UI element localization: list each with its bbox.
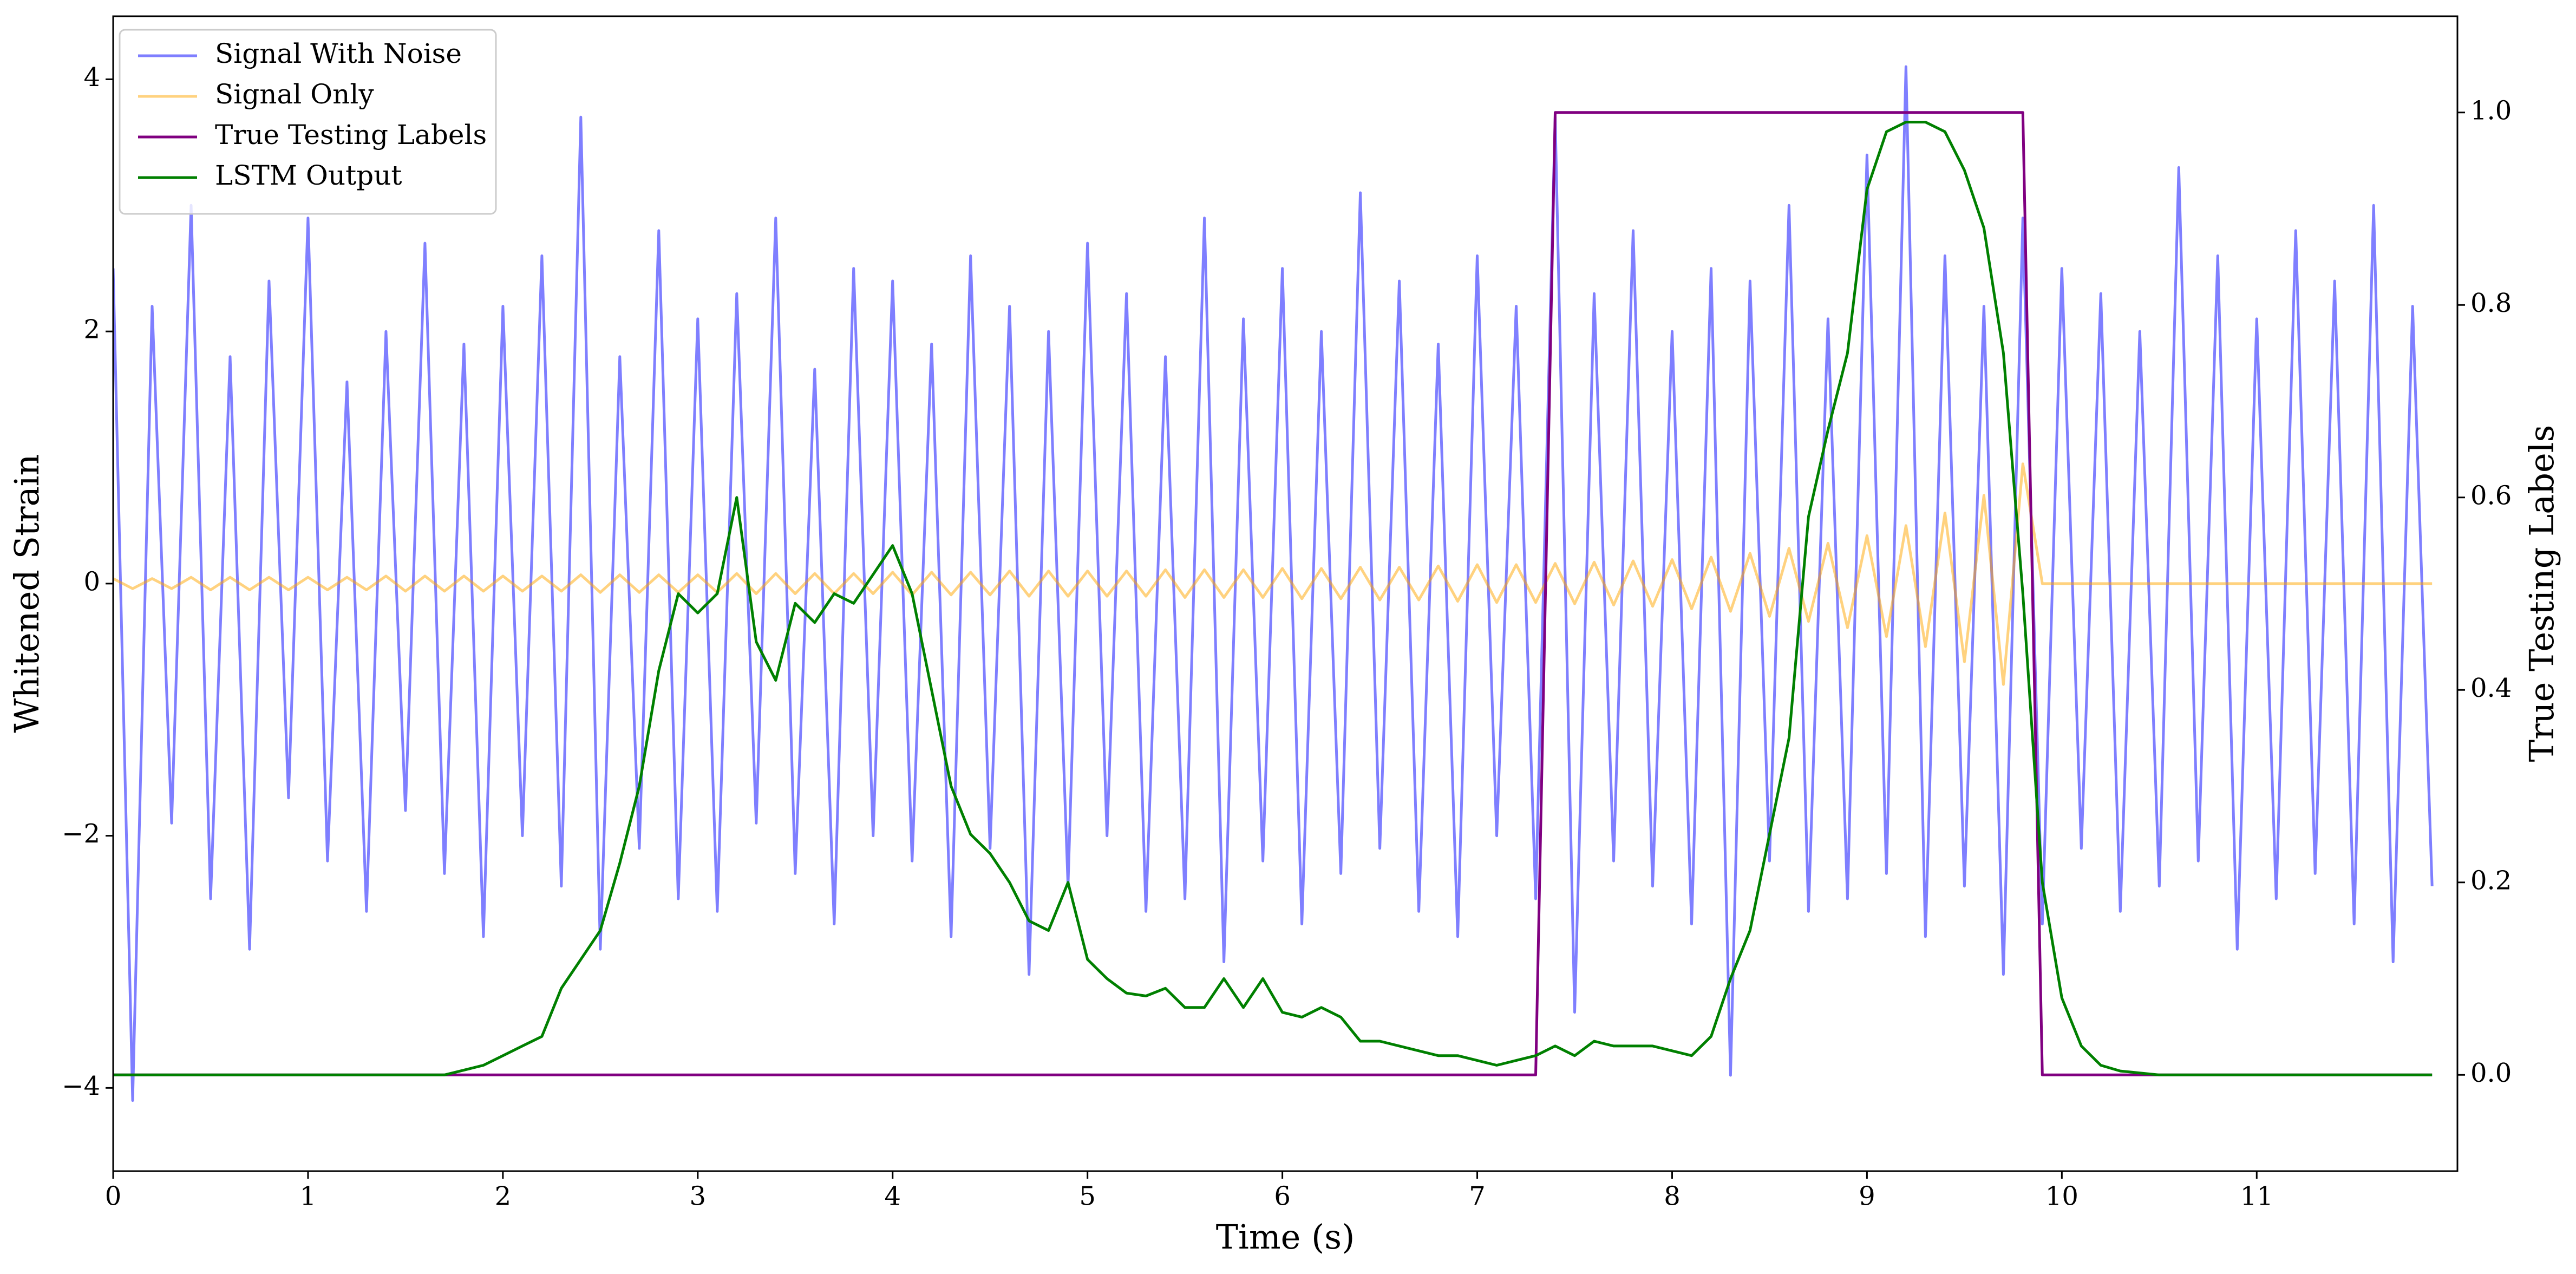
x-tick-label: 10	[2045, 1181, 2078, 1212]
y-tick-label: 0	[83, 566, 100, 597]
x-tick-label: 9	[1859, 1181, 1875, 1212]
legend-box	[119, 29, 497, 215]
x-tick-label: 6	[1274, 1181, 1291, 1212]
y-tick-label: −2	[62, 819, 100, 849]
legend-label: True Testing Labels	[215, 119, 487, 151]
x-tick-label: 3	[690, 1181, 707, 1212]
plot-area	[113, 65, 2434, 1102]
y-tick-label: 4	[83, 62, 100, 93]
y2-tick-label: 0.6	[2470, 480, 2512, 511]
x-tick-label: 5	[1079, 1181, 1096, 1212]
series-line	[113, 111, 2433, 1076]
x-tick-label: 2	[495, 1181, 512, 1212]
y2-axis-label: True Testing Labels	[2522, 425, 2561, 762]
y2-tick-label: 0.2	[2470, 865, 2512, 896]
x-tick-label: 11	[2240, 1181, 2273, 1212]
y-axis-label: Whitened Strain	[7, 454, 47, 733]
x-tick-label: 7	[1469, 1181, 1486, 1212]
y-tick-label: −4	[62, 1071, 100, 1101]
plot-frame	[112, 15, 2459, 1172]
x-tick-label: 8	[1664, 1181, 1681, 1212]
x-axis-label: Time (s)	[1216, 1217, 1355, 1257]
y2-tick-label: 0.8	[2470, 288, 2512, 318]
y2-tick-label: 0.4	[2470, 673, 2512, 703]
series-line	[113, 65, 2434, 1102]
y-tick-label: 2	[83, 315, 100, 345]
legend-label: LSTM Output	[215, 160, 402, 191]
series-line	[113, 462, 2433, 686]
x-tick-label: 1	[300, 1181, 317, 1212]
y2-tick-label: 1.0	[2470, 95, 2512, 126]
legend-label: Signal Only	[215, 79, 374, 110]
series-line	[113, 121, 2433, 1076]
legend-label: Signal With Noise	[215, 38, 462, 69]
y2-tick-label: 0.0	[2470, 1058, 2512, 1088]
x-tick-label: 0	[105, 1181, 122, 1212]
x-tick-label: 4	[884, 1181, 901, 1212]
